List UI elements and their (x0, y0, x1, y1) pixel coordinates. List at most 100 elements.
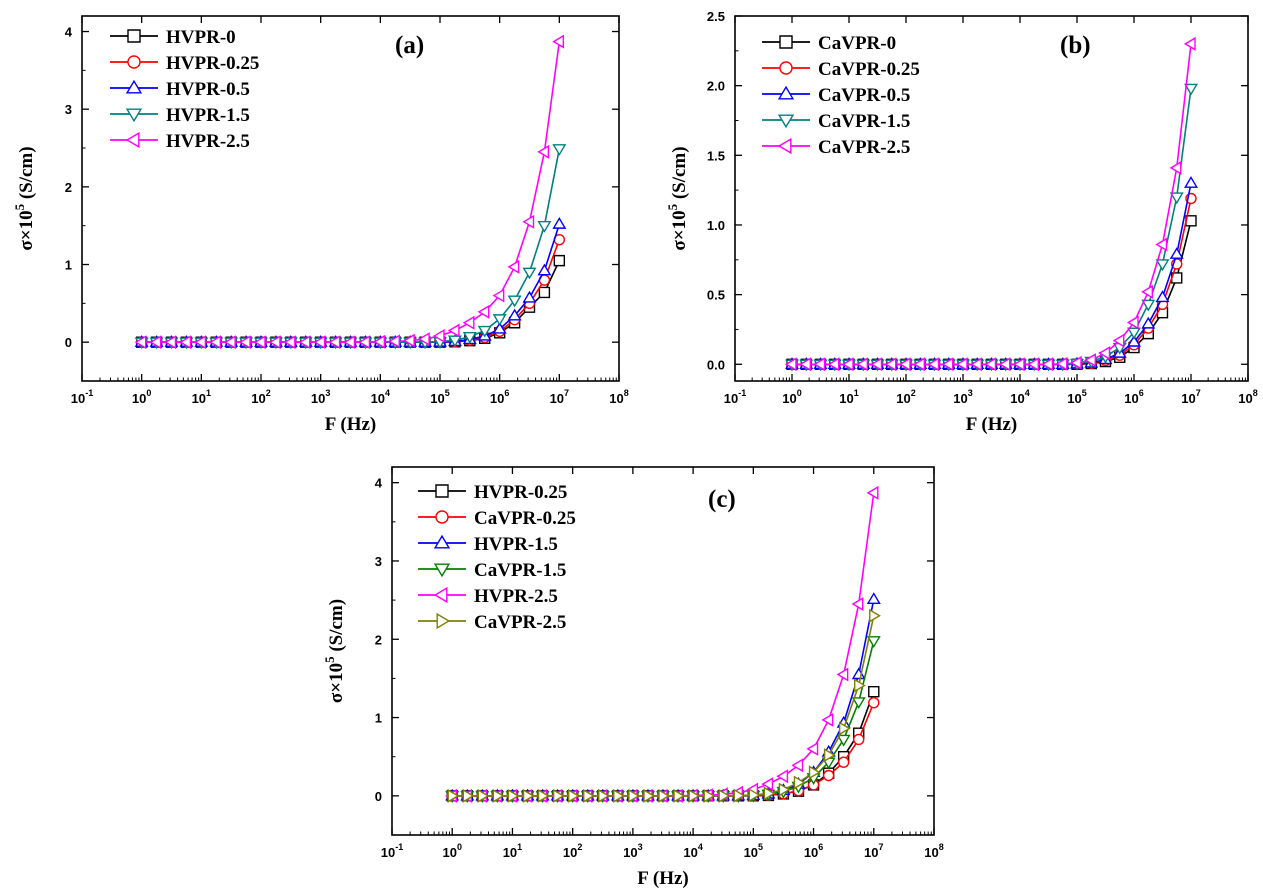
x-tick-label: 100 (132, 388, 151, 406)
legend-label: HVPR-2.5 (474, 586, 558, 607)
y-axis-label-exponent: 5 (12, 203, 27, 210)
x-tick-base: 10 (623, 845, 637, 860)
series-CaVPR-0.5 (785, 176, 1198, 369)
data-point (164, 335, 177, 350)
legend-entry: HVPR-0.25 (110, 53, 259, 74)
data-point (522, 290, 537, 303)
y-axis-label: σ×105 (S/cm) (665, 146, 690, 250)
legend-entry: CaVPR-1.5 (762, 111, 910, 132)
data-point (643, 788, 656, 803)
x-tick-label: 10-1 (724, 388, 746, 406)
data-point (866, 485, 879, 500)
legend-marker (777, 114, 795, 129)
series-line (792, 198, 1192, 366)
x-tick-exponent: 3 (638, 842, 643, 852)
y-axis-label-exponent: 5 (322, 656, 337, 663)
data-point (447, 335, 462, 348)
legend-label: CaVPR-0.5 (818, 85, 910, 106)
data-point (462, 788, 475, 803)
x-tick-label: 10-1 (381, 842, 403, 860)
legend-label: HVPR-0 (166, 27, 236, 48)
x-tick-exponent: 5 (1082, 388, 1087, 398)
x-tick-label: 105 (1067, 388, 1086, 406)
panel-b: 10-1 100 101 102 103 104 105 106 107 1080.00.51.0… (665, 9, 1258, 435)
data-point (552, 788, 565, 803)
x-tick-label: 108 (609, 388, 628, 406)
data-point (1169, 247, 1184, 259)
x-tick-exponent: 1 (517, 842, 522, 852)
data-point (507, 308, 522, 321)
x-tick-label: 103 (311, 388, 330, 406)
x-tick-label: 101 (839, 388, 858, 406)
x-tick-exponent: 2 (911, 388, 916, 398)
legend-entry: HVPR-1.5 (418, 534, 558, 555)
data-point (688, 788, 701, 803)
legend-marker (125, 79, 143, 94)
data-point (718, 788, 731, 803)
legend-label: CaVPR-0.25 (818, 59, 920, 80)
data-point (343, 335, 356, 350)
x-tick-label: 100 (782, 388, 801, 406)
plot-frame (81, 15, 620, 382)
data-point (179, 335, 192, 350)
data-point (583, 788, 595, 803)
data-point (1041, 357, 1054, 372)
y-tick-label: 0.5 (707, 288, 725, 303)
data-point (537, 263, 552, 276)
data-point (507, 788, 520, 803)
x-tick-base: 10 (864, 845, 878, 860)
x-tick-label: 10-1 (71, 388, 93, 406)
legend-entry: CaVPR-0.25 (762, 59, 920, 80)
x-tick-base: 10 (71, 391, 85, 406)
x-tick-exponent: 6 (1139, 388, 1144, 398)
legend-entry: HVPR-0.25 (418, 482, 567, 503)
legend-marker (777, 85, 795, 100)
x-tick-exponent: -1 (738, 388, 746, 398)
legend-label: CaVPR-2.5 (474, 612, 566, 633)
data-point (763, 786, 776, 801)
plot-frame (391, 466, 935, 836)
x-tick-exponent: 1 (854, 388, 859, 398)
data-point (1184, 83, 1198, 96)
data-point (838, 721, 851, 736)
data-point (970, 357, 982, 372)
data-point (537, 788, 550, 803)
data-point (522, 267, 537, 280)
data-point (328, 335, 341, 350)
data-point (432, 328, 445, 343)
data-point (552, 217, 567, 229)
x-tick-base: 10 (1181, 391, 1195, 406)
legend-label: CaVPR-0.25 (474, 508, 576, 529)
data-point (869, 608, 881, 623)
data-point (403, 333, 415, 348)
data-point (209, 335, 221, 350)
data-point (813, 357, 826, 372)
data-point (898, 357, 911, 372)
series-HVPR-2.5 (134, 34, 565, 350)
y-tick-label: 4 (375, 476, 383, 491)
data-point (253, 335, 266, 350)
y-axis-label-main: σ×10 (326, 663, 347, 703)
y-tick-label: 0 (375, 789, 382, 804)
data-point (776, 769, 789, 784)
data-point (313, 335, 326, 350)
x-tick-label: 106 (1124, 388, 1143, 406)
x-axis-label: F (Hz) (637, 868, 689, 889)
x-tick-label: 107 (550, 388, 569, 406)
data-point (598, 788, 610, 803)
panel-label: (c) (708, 486, 736, 513)
legend-marker (435, 510, 449, 524)
data-point (870, 357, 883, 372)
data-point (837, 756, 850, 768)
x-tick-exponent: 8 (939, 842, 944, 852)
data-point (836, 667, 849, 682)
x-tick-exponent: 0 (457, 842, 462, 852)
panel-label: (b) (1060, 32, 1091, 59)
x-tick-label: 103 (623, 842, 642, 860)
legend-marker (125, 131, 140, 149)
x-tick-exponent: 8 (624, 388, 629, 398)
data-point (673, 788, 686, 803)
y-tick-label: 2 (65, 180, 72, 195)
